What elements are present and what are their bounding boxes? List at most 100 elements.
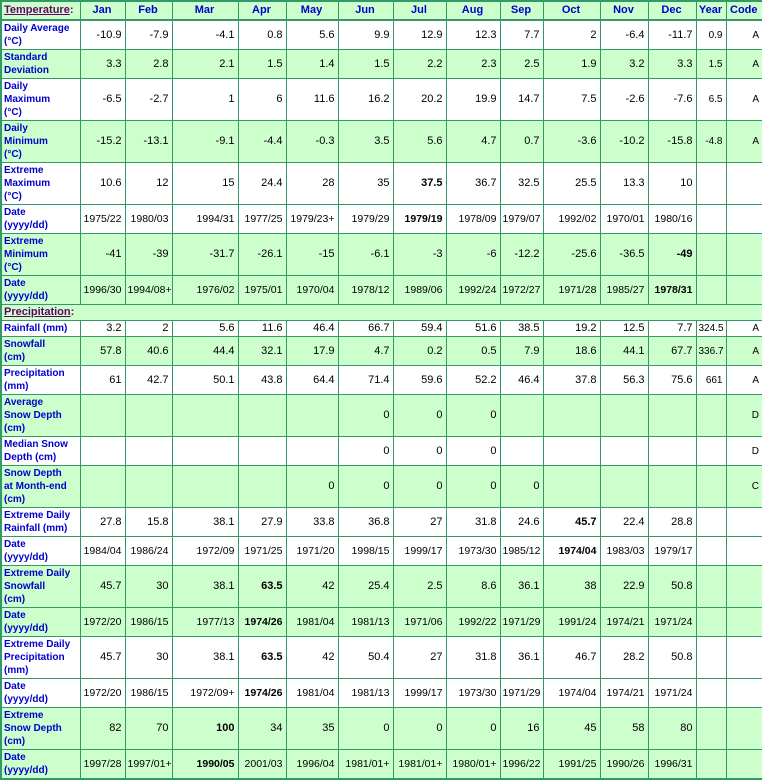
section-header-temperature: Temperature: (0, 0, 81, 21)
value-extreme-minimum-mar: -31.7 (171, 233, 239, 276)
value-date-extreme-daily-precipitation-aug: 1973/30 (445, 678, 501, 708)
row-label-standard-deviation: Standard Deviation (0, 49, 81, 79)
value-standard-deviation-sep: 2.5 (499, 49, 544, 79)
value-median-snow-depth-may (285, 436, 339, 466)
row-label-rainfall: Rainfall (mm) (0, 320, 81, 337)
value-date-extreme-daily-rainfall-jul: 1999/17 (392, 536, 447, 566)
value-standard-deviation-apr: 1.5 (237, 49, 287, 79)
value-snowfall-feb: 40.6 (124, 336, 173, 366)
value-extreme-daily-snowfall-oct: 38 (542, 565, 601, 608)
value-extreme-daily-snowfall-mar: 38.1 (171, 565, 239, 608)
code-value-average-snow-depth: D (725, 394, 762, 437)
year-value-standard-deviation: 1.5 (695, 49, 727, 79)
value-extreme-daily-rainfall-oct: 45.7 (542, 507, 601, 537)
value-precipitation-mm-jul: 59.6 (392, 365, 447, 395)
value-date-extreme-daily-snowfall-mar: 1977/13 (171, 607, 239, 637)
value-extreme-daily-snowfall-apr: 63.5 (237, 565, 287, 608)
value-extreme-snow-depth-apr: 34 (237, 707, 287, 750)
value-date-extreme-daily-snowfall-apr: 1974/26 (237, 607, 287, 637)
value-median-snow-depth-jun: 0 (337, 436, 394, 466)
code-value-extreme-snow-depth (725, 707, 762, 750)
value-daily-average-aug: 12.3 (445, 19, 501, 50)
value-daily-maximum-nov: -2.6 (599, 78, 649, 121)
value-daily-maximum-apr: 6 (237, 78, 287, 121)
code-value-snow-depth-month-end: C (725, 465, 762, 508)
value-average-snow-depth-sep (499, 394, 544, 437)
value-snow-depth-month-end-sep: 0 (499, 465, 544, 508)
value-extreme-daily-precipitation-dec: 50.8 (647, 636, 697, 679)
column-header-dec: Dec (647, 0, 697, 21)
value-extreme-minimum-jun: -6.1 (337, 233, 394, 276)
value-daily-minimum-mar: -9.1 (171, 120, 239, 163)
value-rainfall-may: 46.4 (285, 320, 339, 337)
value-precipitation-mm-oct: 37.8 (542, 365, 601, 395)
value-date-extreme-daily-snowfall-jul: 1971/06 (392, 607, 447, 637)
column-header-mar: Mar (171, 0, 239, 21)
value-snowfall-dec: 67.7 (647, 336, 697, 366)
value-extreme-minimum-sep: -12.2 (499, 233, 544, 276)
value-date-extreme-daily-snowfall-dec: 1971/24 (647, 607, 697, 637)
value-date-extreme-maximum-jan: 1975/22 (79, 204, 126, 234)
year-value-date-extreme-daily-rainfall (695, 536, 727, 566)
year-value-date-extreme-daily-snowfall (695, 607, 727, 637)
code-value-date-extreme-daily-snowfall (725, 607, 762, 637)
value-extreme-daily-rainfall-aug: 31.8 (445, 507, 501, 537)
value-snow-depth-month-end-apr (237, 465, 287, 508)
value-daily-minimum-aug: 4.7 (445, 120, 501, 163)
column-header-jun: Jun (337, 0, 394, 21)
value-snow-depth-month-end-aug: 0 (445, 465, 501, 508)
value-average-snow-depth-oct (542, 394, 601, 437)
year-value-date-extreme-minimum (695, 275, 727, 305)
value-median-snow-depth-nov (599, 436, 649, 466)
value-date-extreme-daily-precipitation-sep: 1971/29 (499, 678, 544, 708)
code-value-date-extreme-maximum (725, 204, 762, 234)
value-date-extreme-daily-snowfall-nov: 1974/21 (599, 607, 649, 637)
value-extreme-snow-depth-aug: 0 (445, 707, 501, 750)
value-snow-depth-month-end-jul: 0 (392, 465, 447, 508)
value-rainfall-jan: 3.2 (79, 320, 126, 337)
value-extreme-maximum-dec: 10 (647, 162, 697, 205)
value-date-extreme-daily-rainfall-nov: 1983/03 (599, 536, 649, 566)
value-date-extreme-minimum-aug: 1992/24 (445, 275, 501, 305)
value-rainfall-mar: 5.6 (171, 320, 239, 337)
value-standard-deviation-feb: 2.8 (124, 49, 173, 79)
value-extreme-daily-snowfall-aug: 8.6 (445, 565, 501, 608)
value-snowfall-oct: 18.6 (542, 336, 601, 366)
year-value-extreme-daily-rainfall (695, 507, 727, 537)
value-precipitation-mm-apr: 43.8 (237, 365, 287, 395)
code-value-date-extreme-daily-rainfall (725, 536, 762, 566)
value-extreme-daily-snowfall-feb: 30 (124, 565, 173, 608)
table-row-extreme-snow-depth: Extreme Snow Depth (cm) 82 70 100 34 35 0 0 0 16 4… (0, 707, 762, 750)
value-extreme-daily-precipitation-jan: 45.7 (79, 636, 126, 679)
value-rainfall-aug: 51.6 (445, 320, 501, 337)
value-extreme-daily-precipitation-may: 42 (285, 636, 339, 679)
row-label-precipitation-mm: Precipitation (mm) (0, 365, 81, 395)
value-daily-maximum-mar: 1 (171, 78, 239, 121)
value-date-extreme-snow-depth-oct: 1991/25 (542, 749, 601, 780)
value-daily-average-oct: 2 (542, 19, 601, 50)
column-header-aug: Aug (445, 0, 501, 21)
code-value-daily-average: A (725, 19, 762, 50)
value-date-extreme-snow-depth-may: 1996/04 (285, 749, 339, 780)
table-row-median-snow-depth: Median Snow Depth (cm) 0 0 0 D (0, 436, 762, 466)
row-label-extreme-daily-rainfall: Extreme Daily Rainfall (mm) (0, 507, 81, 537)
value-rainfall-sep: 38.5 (499, 320, 544, 337)
value-extreme-maximum-mar: 15 (171, 162, 239, 205)
value-date-extreme-daily-rainfall-sep: 1985/12 (499, 536, 544, 566)
value-extreme-daily-precipitation-jul: 27 (392, 636, 447, 679)
value-extreme-snow-depth-feb: 70 (124, 707, 173, 750)
value-extreme-daily-precipitation-sep: 36.1 (499, 636, 544, 679)
table-row-date-extreme-daily-rainfall: Date (yyyy/dd) 1984/04 1986/24 1972/09 1971/… (0, 536, 762, 566)
table-row-average-snow-depth: Average Snow Depth (cm) 0 0 0 D (0, 394, 762, 437)
value-rainfall-nov: 12.5 (599, 320, 649, 337)
table-row-extreme-daily-snowfall: Extreme Daily Snowfall (cm) 45.7 30 38.1 63.… (0, 565, 762, 608)
value-date-extreme-daily-snowfall-may: 1981/04 (285, 607, 339, 637)
value-extreme-snow-depth-jul: 0 (392, 707, 447, 750)
table-row-extreme-daily-precipitation: Extreme Daily Precipitation (mm) 45.7 30 38… (0, 636, 762, 679)
value-extreme-snow-depth-may: 35 (285, 707, 339, 750)
value-date-extreme-snow-depth-dec: 1996/31 (647, 749, 697, 780)
value-extreme-daily-rainfall-may: 33.8 (285, 507, 339, 537)
value-date-extreme-snow-depth-nov: 1990/26 (599, 749, 649, 780)
code-value-rainfall: A (725, 320, 762, 337)
value-average-snow-depth-feb (124, 394, 173, 437)
